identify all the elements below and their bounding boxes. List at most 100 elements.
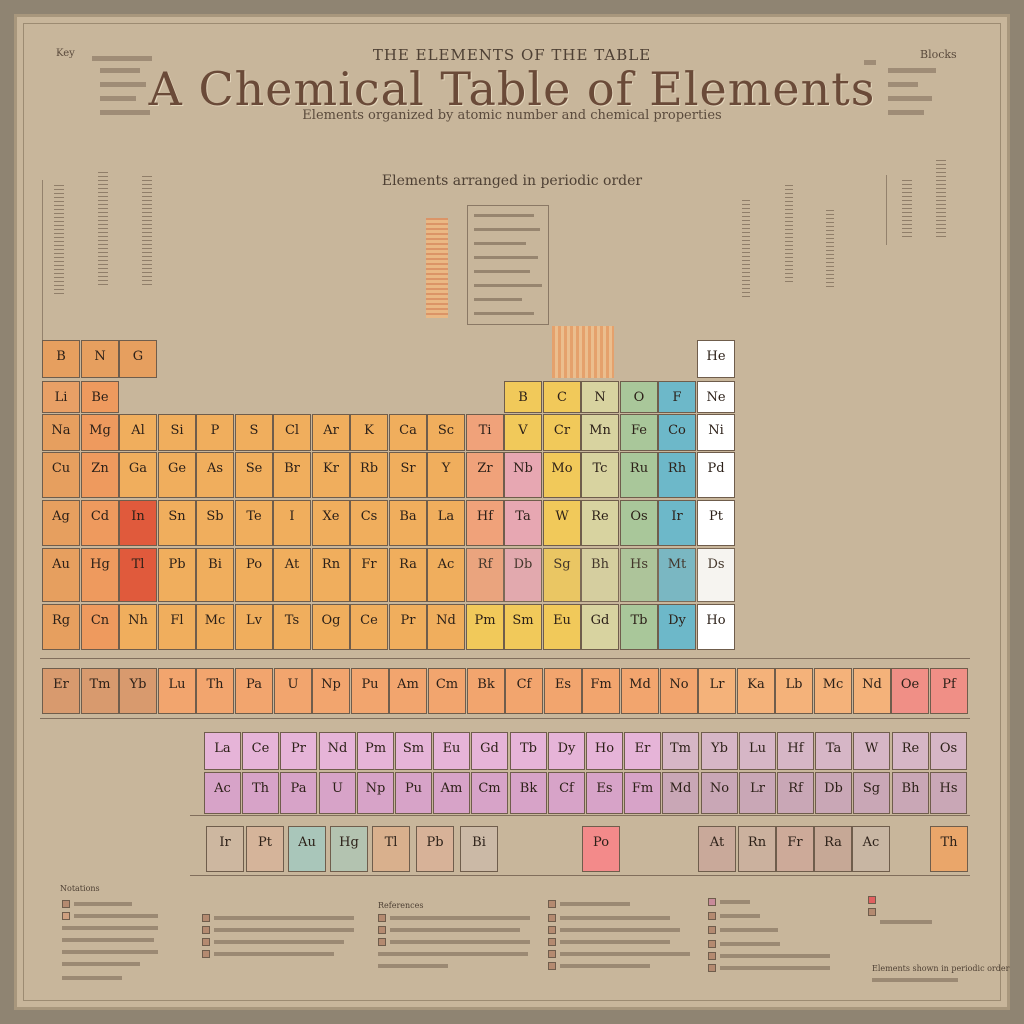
poster-title: A Chemical Table of Elements [148, 62, 876, 116]
element-symbol: Er [634, 741, 651, 756]
element-symbol: Th [206, 677, 224, 692]
element-name [892, 692, 928, 699]
element-cell: Gd [581, 604, 619, 650]
element-symbol: Es [596, 781, 613, 796]
element-name [505, 438, 541, 445]
element-cell: Np [357, 772, 394, 814]
element-name [854, 796, 889, 803]
element-name [82, 405, 118, 412]
element-cell: Og [312, 604, 350, 650]
element-cell: Hf [466, 500, 504, 546]
element-name [467, 438, 503, 445]
element-cell: Bh [581, 548, 619, 602]
guide-line [42, 180, 43, 340]
element-name [702, 756, 737, 763]
footnote-heading: References [378, 901, 424, 910]
element-symbol: Gd [590, 613, 610, 628]
element-symbol: Al [131, 423, 145, 438]
element-symbol: U [287, 677, 299, 692]
element-cell: K [350, 414, 388, 451]
element-name [583, 692, 619, 699]
element-cell: Pu [351, 668, 389, 714]
element-cell: U [319, 772, 356, 814]
element-cell: Yb [119, 668, 157, 714]
column-annotation [785, 185, 793, 285]
element-symbol: Ac [214, 781, 231, 796]
element-symbol: Bi [208, 557, 222, 572]
element-name [313, 692, 349, 699]
element-symbol: Ce [360, 613, 378, 628]
element-cell: Hg [81, 548, 119, 602]
element-symbol: Zr [477, 461, 493, 476]
element-cell: Mt [658, 548, 696, 602]
element-symbol: Eu [442, 741, 461, 756]
element-cell: N [81, 340, 119, 378]
element-name [777, 850, 813, 857]
element-symbol: Pa [246, 677, 262, 692]
element-symbol: Ac [437, 557, 455, 572]
element-cell: Po [235, 548, 273, 602]
element-name [43, 628, 79, 635]
element-cell: No [701, 772, 738, 814]
element-name [931, 796, 966, 803]
element-symbol: Dy [668, 613, 686, 628]
element-symbol: Pt [258, 835, 272, 850]
element-name [472, 796, 507, 803]
corner-label-left: Key [56, 48, 75, 59]
element-name [159, 572, 195, 579]
element-cell: Mo [543, 452, 581, 498]
element-symbol: Ga [128, 461, 148, 476]
element-symbol: Ne [706, 390, 726, 405]
element-name [207, 850, 243, 857]
element-name [698, 572, 734, 579]
element-symbol: Dy [557, 741, 576, 756]
element-name [120, 476, 156, 483]
element-name [621, 572, 657, 579]
element-name [275, 692, 311, 699]
element-name [351, 524, 387, 531]
element-cell: Ac [427, 548, 465, 602]
element-name [236, 438, 272, 445]
column-annotation [426, 218, 448, 318]
element-symbol: Ts [284, 613, 300, 628]
poster-kicker: THE ELEMENTS OF THE TABLE [372, 46, 652, 64]
element-cell: Pu [395, 772, 432, 814]
element-name [815, 850, 851, 857]
element-cell: Po [582, 826, 620, 872]
element-name [428, 572, 464, 579]
element-symbol: W [864, 741, 879, 756]
element-symbol: Bk [519, 781, 538, 796]
element-name [390, 438, 426, 445]
element-name [816, 796, 851, 803]
element-name [43, 405, 79, 412]
element-symbol: Rn [747, 835, 767, 850]
element-cell: Eu [543, 604, 581, 650]
element-cell: O [620, 381, 658, 413]
element-cell: Pb [158, 548, 196, 602]
element-cell: Tl [372, 826, 410, 872]
element-cell: Db [504, 548, 542, 602]
element-name [511, 756, 546, 763]
element-symbol: Fr [361, 557, 377, 572]
element-name [197, 476, 233, 483]
element-name [358, 756, 393, 763]
element-cell: Ti [466, 414, 504, 451]
element-cell: Se [235, 452, 273, 498]
element-name [587, 756, 622, 763]
element-cell: La [427, 500, 465, 546]
element-cell: B [504, 381, 542, 413]
element-symbol: Cm [478, 781, 501, 796]
element-name [699, 692, 735, 699]
element-symbol: Ar [323, 423, 339, 438]
element-cell: Tb [620, 604, 658, 650]
element-name [740, 796, 775, 803]
element-name [159, 524, 195, 531]
element-name [467, 628, 503, 635]
element-name [582, 524, 618, 531]
element-cell: Pa [235, 668, 273, 714]
element-cell: Au [42, 548, 80, 602]
element-cell: Te [235, 500, 273, 546]
element-symbol: Ac [862, 835, 880, 850]
footnote-heading: Notations [60, 884, 100, 893]
element-cell: Zn [81, 452, 119, 498]
